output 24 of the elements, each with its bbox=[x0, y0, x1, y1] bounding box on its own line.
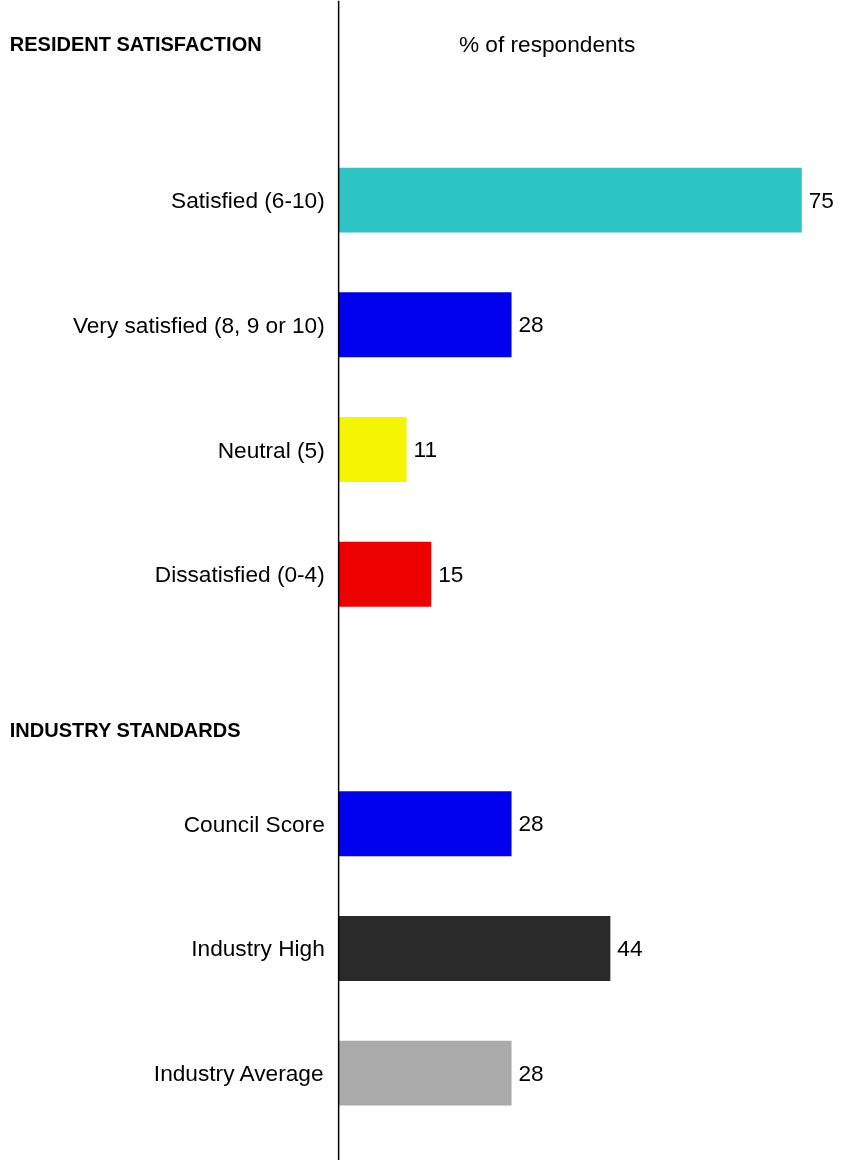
data-label: 28 bbox=[518, 810, 544, 837]
bar bbox=[338, 292, 512, 358]
y-tick-label: Satisfied (6-10) bbox=[171, 187, 325, 214]
y-tick-label: Very satisfied (8, 9 or 10) bbox=[72, 311, 325, 338]
y-tick-label: Industry Average bbox=[153, 1060, 324, 1087]
text: INDUSTRY STANDARDS bbox=[9, 719, 241, 742]
data-label: 15 bbox=[438, 560, 464, 587]
text: RESIDENT SATISFACTION bbox=[9, 33, 262, 56]
y-tick-label: Neutral (5) bbox=[217, 436, 325, 463]
data-label: 75 bbox=[808, 186, 834, 213]
data-label: 28 bbox=[518, 1059, 544, 1086]
data-label: 28 bbox=[518, 311, 544, 338]
y-tick-label: Industry High bbox=[191, 935, 325, 962]
bar bbox=[338, 417, 407, 482]
bar bbox=[338, 1040, 512, 1106]
bar bbox=[338, 916, 611, 981]
bar bbox=[338, 167, 802, 233]
x-axis-title: % of respondents bbox=[458, 31, 636, 58]
data-label: 11 bbox=[413, 436, 438, 463]
y-tick-label: Council Score bbox=[183, 810, 325, 837]
y-tick-label: Dissatisfied (0-4) bbox=[154, 561, 325, 588]
bar bbox=[338, 791, 512, 857]
bar bbox=[338, 541, 432, 607]
data-label: 44 bbox=[617, 934, 643, 961]
